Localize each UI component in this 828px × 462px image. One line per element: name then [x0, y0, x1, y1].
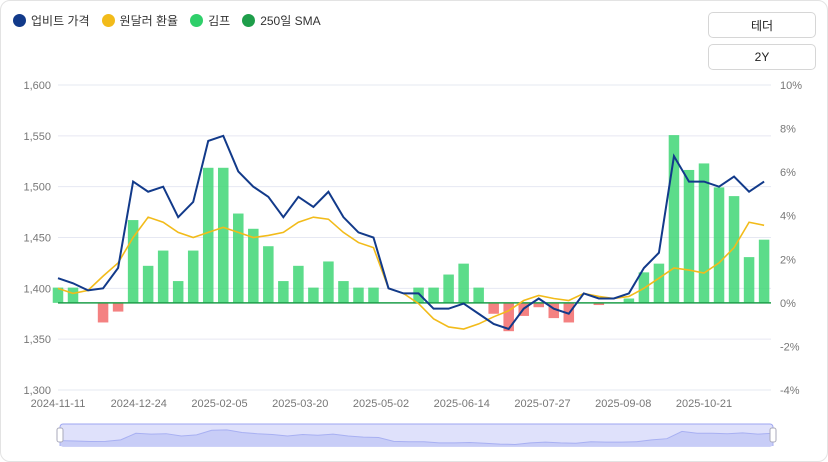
kimp-bar — [743, 257, 755, 303]
slider-preview — [59, 429, 774, 446]
y-left-tick-label: 1,450 — [23, 233, 51, 245]
asset-select-button[interactable]: 테더 — [708, 12, 816, 38]
kimp-bar — [217, 167, 229, 303]
x-tick-label: 2025-02-05 — [191, 398, 247, 410]
slider-handle-right[interactable] — [769, 427, 777, 443]
kimp-bar — [683, 169, 695, 303]
x-tick-label: 2025-07-27 — [514, 398, 570, 410]
kimp-bar — [67, 287, 79, 303]
kimp-bar — [503, 302, 514, 332]
x-tick-label: 2025-09-08 — [595, 398, 651, 410]
y-left-tick-label: 1,400 — [23, 283, 51, 295]
kimp-bar — [728, 196, 740, 303]
kimp-bar — [668, 135, 680, 303]
kimp-bar — [187, 250, 199, 303]
y-left-tick-label: 1,300 — [23, 385, 51, 397]
x-tick-label: 2025-06-14 — [434, 398, 490, 410]
kimp-bar — [263, 246, 274, 303]
legend-dot — [13, 14, 26, 27]
y-left-tick-label: 1,600 — [23, 80, 51, 92]
kimp-bar — [127, 220, 139, 303]
y-left-tick-label: 1,500 — [23, 182, 51, 194]
kimp-bar — [488, 302, 499, 314]
kimp-bar — [52, 287, 64, 303]
kimp-bar — [338, 281, 349, 303]
kimp-bar — [368, 287, 379, 303]
kimp-bar — [473, 287, 484, 303]
kimp-bar — [278, 281, 289, 303]
kimp-bar — [202, 167, 214, 303]
y-right-tick-label: 8% — [780, 124, 796, 136]
legend-item-upbit[interactable]: 업비트 가격 — [13, 12, 90, 29]
kimp-bar — [713, 187, 725, 303]
legend: 업비트 가격 원달러 환율 김프 250일 SMA — [13, 12, 321, 29]
slider-handle-left[interactable] — [56, 427, 64, 443]
krw-rate-line — [57, 216, 765, 330]
y-right-tick-label: 10% — [780, 80, 802, 92]
x-tick-label: 2025-10-21 — [676, 398, 732, 410]
legend-item-kimp[interactable]: 김프 — [190, 12, 230, 29]
legend-dot — [242, 14, 256, 27]
y-right-tick-label: 4% — [780, 211, 796, 223]
kimp-bar — [293, 265, 304, 303]
kimp-bar — [323, 261, 334, 303]
legend-dot — [101, 14, 115, 27]
kimp-bar — [758, 239, 770, 303]
kimp-bar — [97, 302, 109, 323]
kimp-bar — [593, 302, 605, 306]
y-right-tick-label: 2% — [780, 254, 796, 266]
legend-dot — [190, 14, 204, 27]
kimp-bar — [142, 265, 154, 303]
kimp-bar — [698, 163, 710, 303]
y-right-tick-label: -4% — [780, 385, 800, 397]
y-right-tick-label: 0% — [780, 298, 796, 310]
kimp-bar — [308, 287, 319, 303]
y-right-tick-label: 6% — [780, 167, 796, 179]
kimp-bar — [653, 263, 665, 303]
kimp-bar — [413, 287, 424, 303]
x-tick-label: 2025-05-02 — [353, 398, 409, 410]
legend-item-sma[interactable]: 250일 SMA — [242, 12, 321, 29]
kimp-bar — [112, 302, 124, 312]
kimp-bar — [623, 298, 635, 303]
kimp-bar — [233, 213, 244, 303]
y-left-tick-label: 1,550 — [23, 131, 51, 143]
y-right-tick-label: -2% — [780, 341, 800, 353]
kimp-bar — [353, 287, 364, 303]
x-tick-label: 2025-03-20 — [272, 398, 328, 410]
x-tick-label: 2024-11-11 — [31, 398, 86, 410]
kimp-bar — [428, 287, 439, 303]
y-left-tick-label: 1,350 — [23, 334, 51, 346]
kimp-bar — [248, 228, 259, 303]
kimp-bar — [548, 302, 560, 319]
kimp-bar — [458, 263, 469, 303]
range-select-button[interactable]: 2Y — [708, 44, 816, 70]
kimp-bar — [172, 281, 184, 303]
kimp-bar — [443, 274, 454, 303]
kimp-bar — [157, 250, 169, 303]
kimp-bar — [533, 302, 545, 308]
legend-item-krw[interactable]: 원달러 환율 — [101, 12, 178, 29]
upbit-price-line — [57, 134, 765, 331]
x-tick-label: 2024-12-24 — [111, 398, 167, 410]
